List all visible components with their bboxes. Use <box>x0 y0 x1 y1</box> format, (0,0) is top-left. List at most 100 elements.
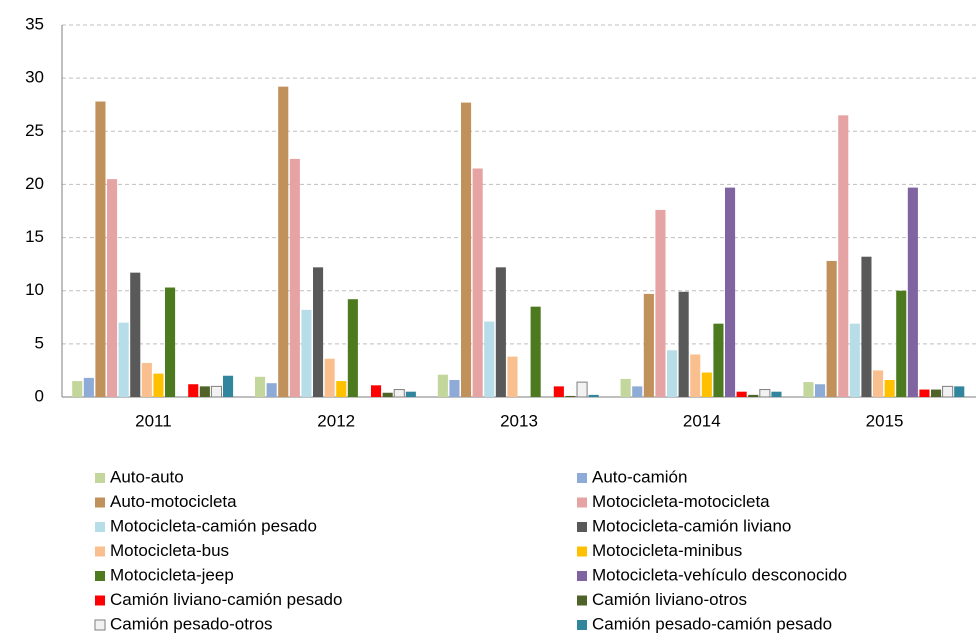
bar <box>336 381 347 397</box>
bar <box>223 375 234 397</box>
legend-swatch <box>95 497 105 508</box>
legend-label: Camión pesado-camión pesado <box>592 614 832 633</box>
bar <box>449 379 460 397</box>
x-tick-label: 2015 <box>866 411 904 430</box>
legend-swatch <box>577 473 587 483</box>
bar <box>849 323 860 397</box>
y-tick-label: 0 <box>35 386 44 405</box>
bar <box>632 386 643 397</box>
legend-swatch <box>95 546 105 557</box>
bar <box>95 101 106 398</box>
x-tick-label: 2012 <box>317 411 355 430</box>
bar <box>896 290 907 397</box>
bar <box>678 291 689 397</box>
legend-label: Motocicleta-bus <box>110 541 229 560</box>
bar <box>565 395 576 397</box>
bar <box>701 372 712 397</box>
bar <box>347 299 358 397</box>
y-tick-label: 25 <box>25 121 44 140</box>
legend-swatch <box>577 595 587 606</box>
bar <box>118 322 129 397</box>
bar <box>861 256 872 397</box>
bar <box>576 381 588 398</box>
legend-label: Camión liviano-camión pesado <box>110 590 342 609</box>
bar <box>141 362 152 397</box>
bar <box>588 394 599 397</box>
bar <box>931 389 942 397</box>
y-tick-label: 5 <box>35 333 44 352</box>
legend-swatch <box>95 595 105 606</box>
legend-label: Camión liviano-otros <box>592 590 747 609</box>
legend-swatch <box>577 620 587 630</box>
bar <box>289 158 300 397</box>
bar <box>884 379 895 397</box>
legend-label: Motocicleta-camión pesado <box>110 516 317 535</box>
y-tick-label: 30 <box>25 68 44 87</box>
bar <box>942 385 954 398</box>
bar <box>690 354 701 397</box>
bar <box>907 187 918 397</box>
bar <box>873 370 884 397</box>
legend-swatch <box>577 497 587 508</box>
bar <box>507 356 518 397</box>
bar <box>725 187 736 397</box>
bar <box>130 272 141 397</box>
legend-label: Motocicleta-vehículo desconocido <box>592 565 847 584</box>
legend-label: Auto-motocicleta <box>110 492 237 511</box>
bar <box>815 384 826 397</box>
bar <box>826 260 837 397</box>
bar <box>759 389 771 398</box>
legend-swatch <box>577 571 587 581</box>
legend-label: Motocicleta-minibus <box>592 541 742 560</box>
bar <box>301 309 312 397</box>
legend-swatch <box>95 473 105 483</box>
bar <box>748 394 759 397</box>
bar <box>530 306 541 397</box>
bar <box>405 391 416 397</box>
bar <box>210 385 222 398</box>
bar <box>667 350 678 397</box>
legend-swatch <box>94 619 106 631</box>
legend-swatch <box>95 571 105 581</box>
bar <box>83 377 94 397</box>
legend-label: Camión pesado-otros <box>110 614 273 633</box>
bar <box>495 267 506 397</box>
bar <box>165 287 176 397</box>
bar <box>736 391 747 397</box>
bar <box>803 382 814 397</box>
bar <box>313 267 324 397</box>
bar <box>643 293 654 397</box>
bar <box>919 389 930 397</box>
bar <box>437 374 448 397</box>
bar <box>771 391 782 397</box>
legend-label: Auto-auto <box>110 467 184 486</box>
bar <box>954 386 965 397</box>
y-tick-label: 20 <box>25 174 44 193</box>
bar <box>72 381 83 397</box>
legend-label: Auto-camión <box>592 467 687 486</box>
bar <box>188 384 199 397</box>
legend-swatch <box>577 522 587 532</box>
bar <box>838 115 849 397</box>
bar <box>655 209 666 397</box>
legend-label: Motocicleta-jeep <box>110 565 234 584</box>
bar <box>713 323 724 397</box>
bar <box>393 389 405 398</box>
bar <box>472 168 483 397</box>
bar <box>382 392 393 397</box>
bar <box>371 385 382 397</box>
bar <box>107 179 118 397</box>
bar <box>266 383 277 397</box>
bar <box>255 376 266 397</box>
x-tick-label: 2014 <box>683 411 721 430</box>
bar <box>484 321 495 397</box>
legend-swatch <box>577 546 587 557</box>
bar <box>620 378 631 397</box>
bar <box>153 373 164 397</box>
bar <box>278 86 289 397</box>
bar <box>553 386 564 397</box>
legend-label: Motocicleta-motocicleta <box>592 492 770 511</box>
y-tick-label: 15 <box>25 227 44 246</box>
legend-swatch <box>95 522 105 532</box>
